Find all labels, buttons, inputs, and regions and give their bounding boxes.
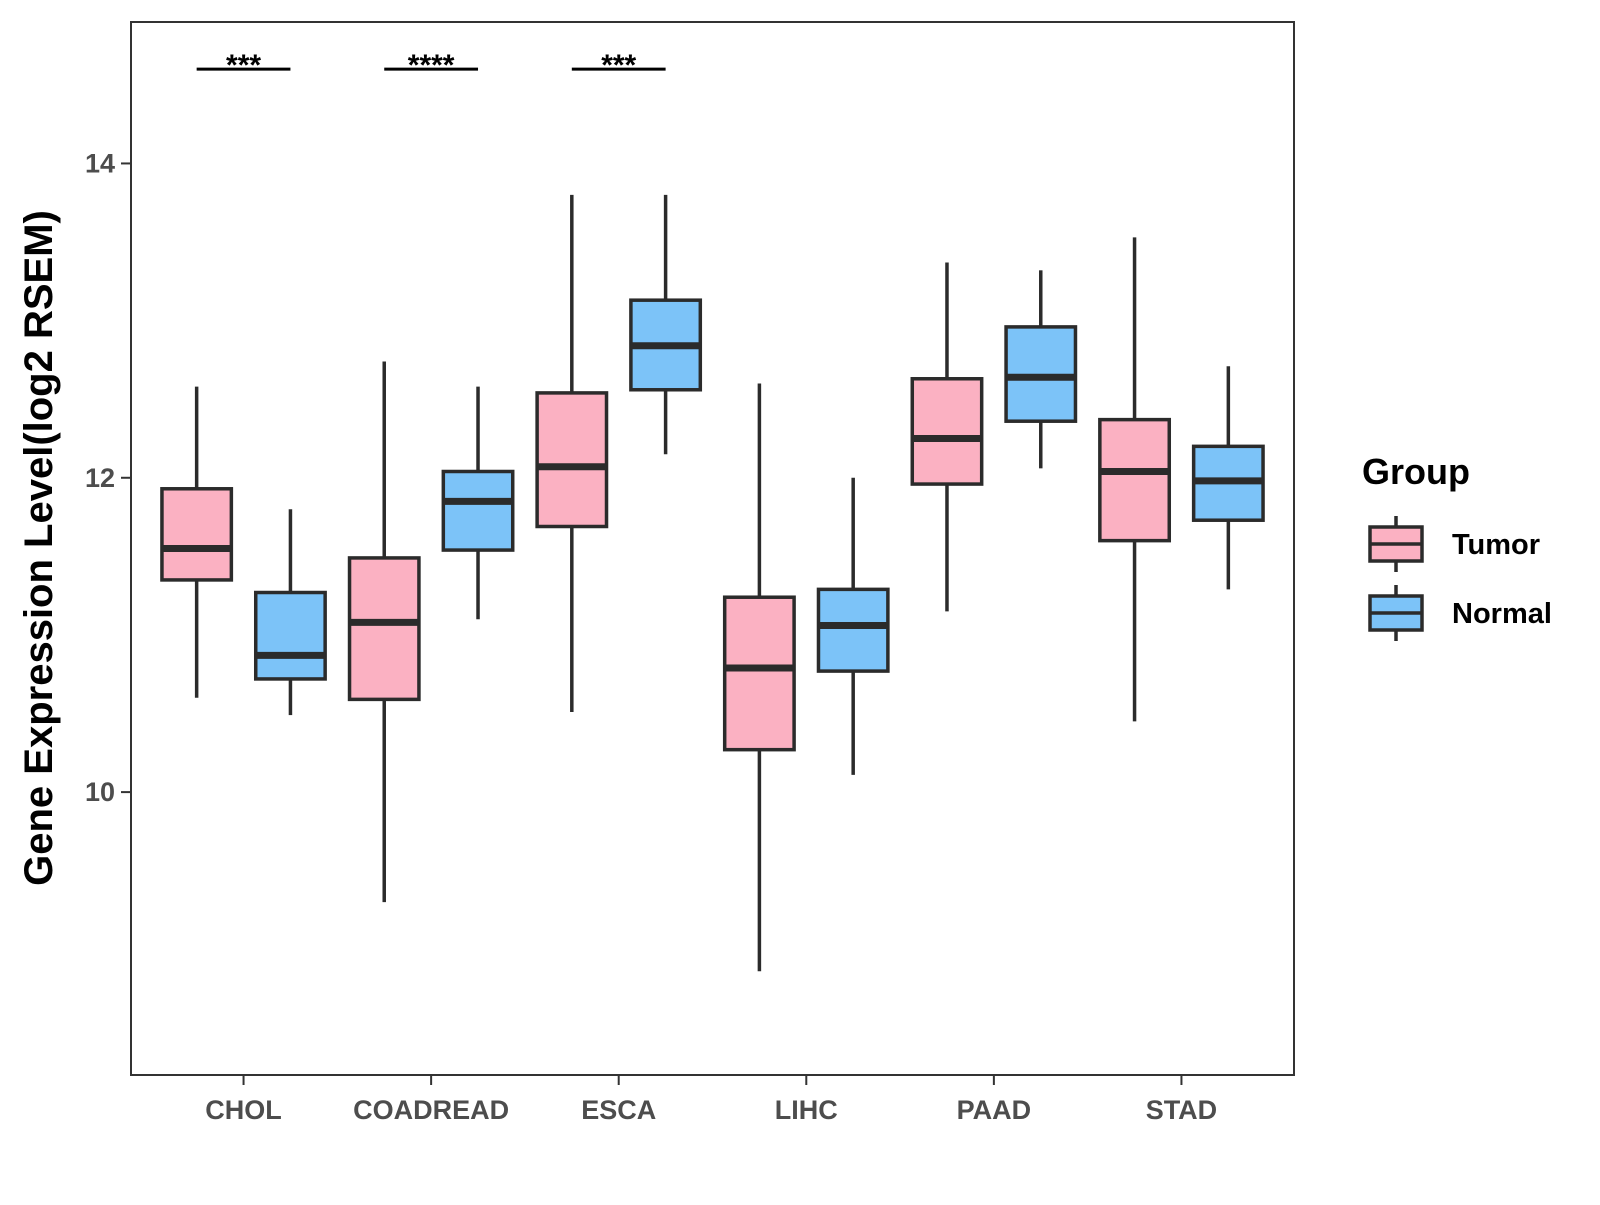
y-tick-label-10: 10: [85, 777, 115, 807]
box-esca-tumor: [535, 194, 609, 712]
box-lihc-tumor: [722, 383, 796, 972]
x-tick-label-stad: STAD: [1146, 1095, 1218, 1125]
box-body-paad-tumor: [910, 377, 984, 486]
box-body-coadread-tumor: [347, 556, 421, 702]
box-coadread-normal: [441, 386, 515, 620]
significance-label-chol: ***: [226, 49, 261, 82]
legend-label-tumor: Tumor: [1452, 529, 1540, 561]
legend-item-tumor: Tumor: [1368, 516, 1540, 572]
box-paad-tumor: [910, 262, 984, 612]
box-body-lihc-normal: [816, 587, 890, 673]
box-body-chol-tumor: [160, 487, 234, 582]
x-tick-label-paad: PAAD: [957, 1095, 1032, 1125]
legend-item-normal: Normal: [1368, 585, 1552, 641]
x-tick-label-chol: CHOL: [205, 1095, 282, 1125]
box-chol-tumor: [160, 386, 234, 698]
legend-label-normal: Normal: [1452, 598, 1552, 630]
box-coadread-tumor: [347, 361, 421, 903]
box-body-chol-normal: [253, 590, 327, 681]
axes: 10 12 14 CHOL COADREAD ESCA LIHC PAAD STAD: [85, 148, 1217, 1125]
y-tick-label-12: 12: [85, 463, 115, 493]
plot-marks: *** **** ***: [160, 49, 1265, 972]
box-stad-tumor: [1098, 237, 1172, 722]
legend-title: Group: [1362, 451, 1470, 492]
box-esca-normal: [629, 194, 703, 455]
box-body-stad-tumor: [1098, 417, 1172, 543]
box-stad-normal: [1191, 366, 1265, 590]
y-tick-label-14: 14: [85, 148, 115, 178]
x-tick-label-esca: ESCA: [581, 1095, 656, 1125]
box-lihc-normal: [816, 477, 890, 775]
box-body-coadread-normal: [441, 469, 515, 552]
legend: Group Tumor Normal: [1362, 451, 1552, 641]
plot-panel-border: [130, 21, 1295, 1076]
box-body-esca-tumor: [535, 391, 609, 529]
x-tick-label-lihc: LIHC: [775, 1095, 838, 1125]
x-tick-label-coadread: COADREAD: [353, 1095, 509, 1125]
y-axis-title: Gene Expression Level(log2 RSEM): [17, 210, 61, 886]
box-chol-normal: [253, 509, 327, 716]
significance-label-coadread: ****: [408, 49, 455, 82]
significance-label-esca: ***: [601, 49, 636, 82]
box-body-lihc-tumor: [722, 595, 796, 752]
box-paad-normal: [1004, 270, 1078, 469]
